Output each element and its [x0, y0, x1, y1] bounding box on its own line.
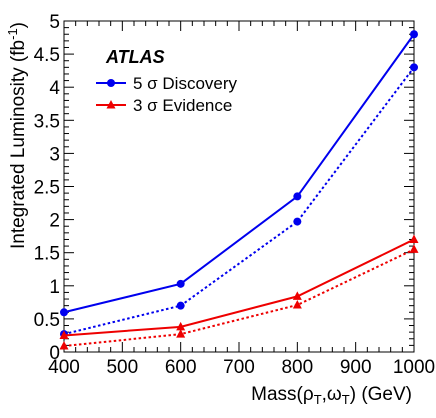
- series-layer: [59, 30, 419, 350]
- x-axis-title-main: Mass(ρ: [251, 384, 314, 405]
- axis-ticks: [63, 20, 415, 353]
- legend-item: 5 σ Discovery: [96, 74, 238, 93]
- y-tick-label: 5: [49, 12, 60, 33]
- x-axis-title-sub2: T: [342, 392, 350, 407]
- y-tick-label: 4.5: [34, 45, 60, 66]
- x-tick-label: 600: [165, 357, 197, 378]
- x-axis-title-sub1: T: [314, 392, 322, 407]
- y-axis-title-tail: ): [8, 22, 29, 28]
- x-tick-label: 1000: [393, 357, 435, 378]
- series-line: [63, 33, 415, 314]
- y-tick-label: 0: [49, 343, 60, 364]
- y-tick-label: 1: [49, 277, 60, 298]
- y-tick-label: 4: [49, 78, 60, 99]
- series-3: [59, 244, 419, 350]
- legend-item: 3 σ Evidence: [96, 96, 232, 115]
- data-point: [176, 321, 186, 331]
- legend-label: 5 σ Discovery: [133, 74, 238, 93]
- data-point: [176, 279, 185, 288]
- data-point: [409, 234, 419, 243]
- series-line: [63, 238, 415, 337]
- legend-marker: [107, 79, 115, 87]
- y-tick-label: 1.5: [34, 244, 60, 265]
- series-2: [59, 234, 419, 339]
- data-point: [409, 244, 419, 253]
- series-0: [60, 30, 418, 317]
- x-tick-label: 900: [340, 357, 372, 378]
- x-axis-title-mid: ,ω: [322, 384, 342, 405]
- data-point: [293, 192, 302, 201]
- data-point: [410, 63, 418, 72]
- data-point: [176, 301, 185, 310]
- x-tick-labels: 400 500 600 700 800 900 1000: [48, 357, 435, 378]
- y-axis-title: Integrated Luminosity (fb-1): [5, 22, 29, 249]
- y-axis-title-main: Integrated Luminosity (fb: [8, 40, 29, 249]
- x-tick-label: 800: [281, 357, 313, 378]
- legend: 5 σ Discovery 3 σ Evidence: [96, 74, 238, 115]
- x-axis-title-tail: ) (GeV): [350, 384, 412, 405]
- data-point: [410, 30, 418, 39]
- y-tick-label: 2: [49, 211, 60, 232]
- data-point: [176, 329, 186, 338]
- plot-frame: [63, 20, 415, 353]
- data-point: [60, 308, 68, 317]
- y-tick-label: 0.5: [34, 310, 60, 331]
- x-tick-label: 500: [106, 357, 138, 378]
- y-tick-label: 3.5: [34, 111, 60, 132]
- series-line: [63, 248, 415, 348]
- data-point: [293, 217, 302, 226]
- data-point: [59, 341, 69, 350]
- y-tick-label: 2.5: [34, 178, 60, 199]
- legend-label: 3 σ Evidence: [133, 96, 232, 115]
- y-axis-title-sup: -1: [5, 28, 20, 40]
- atlas-label: ATLAS: [105, 47, 165, 67]
- series-line: [63, 66, 415, 336]
- x-tick-label: 700: [223, 357, 255, 378]
- data-point: [292, 299, 302, 309]
- data-point: [59, 330, 69, 339]
- y-tick-label: 3: [49, 144, 60, 165]
- y-tick-labels: 0 0.5 1 1.5 2 2.5 3 3.5 4 4.5 5: [34, 12, 61, 364]
- x-tick-label: 400: [48, 357, 80, 378]
- x-axis-title: Mass(ρT,ωT) (GeV): [251, 384, 412, 407]
- data-point: [292, 291, 302, 300]
- legend-marker: [106, 100, 116, 109]
